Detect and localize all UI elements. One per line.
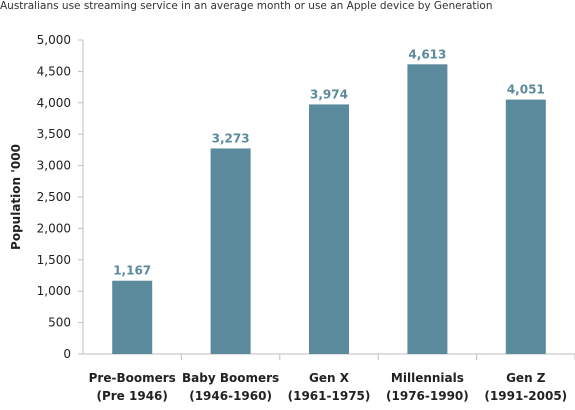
x-tick-label: Pre-Boomers [89,371,176,385]
y-tick-label: 4,000 [37,96,71,110]
y-tick-label: 1,000 [37,284,71,298]
y-axis-title: Population '000 [9,144,23,250]
x-tick-label-sub: (1946-1960) [189,389,272,403]
bar[interactable] [505,99,546,354]
data-label: 4,051 [507,83,545,97]
x-tick-label: Gen X [309,371,350,385]
x-tick-label: Baby Boomers [182,371,279,385]
y-tick-label: 2,000 [37,221,71,235]
y-tick-label: 2,500 [37,190,71,204]
data-label: 4,613 [408,47,446,61]
y-tick-label: 3,000 [37,159,71,173]
x-tick-label-sub: (1991-2005) [484,389,567,403]
chart-title: Australians use streaming service in an … [0,0,493,12]
x-tick-label-sub: (Pre 1946) [96,389,167,403]
bar[interactable] [112,280,153,354]
data-label: 1,167 [113,264,151,278]
x-tick-label: Millennials [391,371,464,385]
y-tick-label: 4,500 [37,64,71,78]
x-tick-label-sub: (1976-1990) [386,389,469,403]
bar[interactable] [407,64,448,355]
y-tick-label: 3,500 [37,127,71,141]
x-tick-label-sub: (1961-1975) [288,389,371,403]
bar[interactable] [309,104,349,354]
bar[interactable] [210,148,251,354]
y-tick-label: 5,000 [37,33,71,47]
y-tick-label: 0 [63,347,71,361]
y-tick-label: 500 [48,316,71,330]
y-tick-label: 1,500 [37,253,71,267]
data-label: 3,974 [310,87,348,101]
x-tick-label: Gen Z [506,371,546,385]
data-label: 3,273 [212,131,250,145]
